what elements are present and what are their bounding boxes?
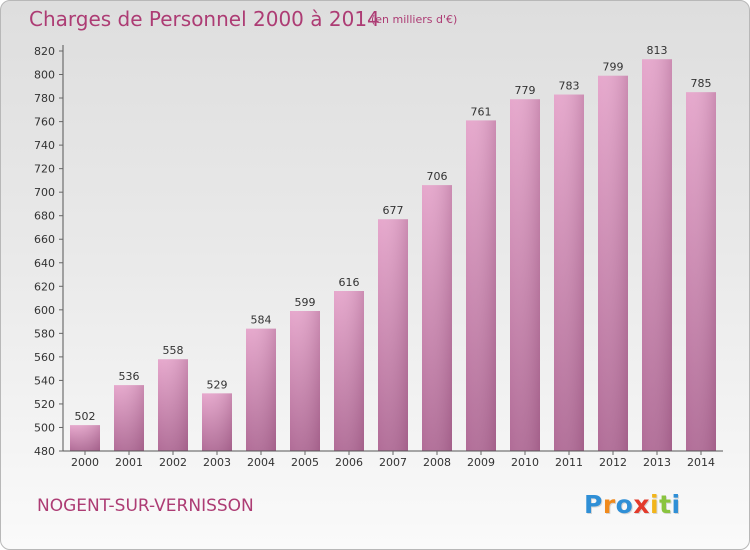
bar-value-label: 783 bbox=[559, 80, 580, 93]
bar-shade bbox=[378, 219, 408, 451]
x-tick-label: 2004 bbox=[247, 456, 275, 469]
x-tick-label: 2011 bbox=[555, 456, 583, 469]
bar-shade bbox=[290, 311, 320, 451]
y-tick-label: 820 bbox=[34, 45, 55, 58]
bar-shade bbox=[202, 393, 232, 451]
y-tick-label: 700 bbox=[34, 186, 55, 199]
commune-name: NOGENT-SUR-VERNISSON bbox=[37, 496, 254, 516]
logo-letter: t bbox=[659, 490, 672, 519]
bar-series: 502 536 558 529 584 599 616 677 706 761 779 783 799 8… bbox=[70, 44, 716, 452]
bar-shade bbox=[246, 328, 276, 451]
chart-title: Charges de Personnel 2000 à 2014 bbox=[29, 7, 380, 31]
y-tick-label: 740 bbox=[34, 139, 55, 152]
logo-letter: x bbox=[633, 490, 650, 519]
bar-value-label: 529 bbox=[207, 378, 228, 391]
logo-letter: i bbox=[671, 490, 681, 519]
y-tick-label: 780 bbox=[34, 92, 55, 105]
x-tick-label: 2012 bbox=[599, 456, 627, 469]
y-tick-label: 680 bbox=[34, 210, 55, 223]
bar-value-label: 813 bbox=[647, 44, 668, 57]
logo-letter: i bbox=[650, 490, 660, 519]
bar-shade bbox=[334, 291, 364, 451]
bar-shade bbox=[158, 359, 188, 451]
bar-shade bbox=[554, 94, 584, 451]
bar-value-label: 779 bbox=[515, 84, 536, 97]
x-tick-label: 2006 bbox=[335, 456, 363, 469]
x-tick-label: 2003 bbox=[203, 456, 231, 469]
y-tick-label: 600 bbox=[34, 304, 55, 317]
bar-value-label: 584 bbox=[251, 314, 272, 327]
bar-shade bbox=[70, 425, 100, 451]
bar-value-label: 799 bbox=[603, 61, 624, 74]
bar-value-label: 558 bbox=[163, 344, 184, 357]
y-tick-label: 560 bbox=[34, 351, 55, 364]
y-tick-label: 500 bbox=[34, 421, 55, 434]
x-tick-label: 2010 bbox=[511, 456, 539, 469]
x-tick-label: 2001 bbox=[115, 456, 143, 469]
y-tick-label: 720 bbox=[34, 163, 55, 176]
y-tick-label: 620 bbox=[34, 280, 55, 293]
bar-shade bbox=[598, 75, 628, 452]
x-tick-label: 2014 bbox=[687, 456, 715, 469]
y-tick-label: 580 bbox=[34, 327, 55, 340]
bar-shade bbox=[642, 59, 672, 452]
x-tick-label: 2002 bbox=[159, 456, 187, 469]
chart-subtitle: (en milliers d'€) bbox=[371, 13, 458, 26]
bar-shade bbox=[422, 185, 452, 451]
proxiti-logo[interactable]: Proxiti bbox=[584, 490, 681, 519]
bar-shade bbox=[114, 385, 144, 451]
logo-letter: r bbox=[602, 490, 616, 519]
y-tick-label: 540 bbox=[34, 374, 55, 387]
x-tick-label: 2013 bbox=[643, 456, 671, 469]
bar-shade bbox=[466, 120, 496, 451]
bar-value-label: 706 bbox=[427, 170, 448, 183]
y-tick-label: 760 bbox=[34, 116, 55, 129]
y-tick-label: 660 bbox=[34, 233, 55, 246]
bar-value-label: 599 bbox=[295, 296, 316, 309]
bar-value-label: 502 bbox=[75, 410, 96, 423]
y-axis: 480 500 520 540 560 580 600 620 640 660 680 700 720 7… bbox=[34, 45, 64, 458]
y-tick-label: 800 bbox=[34, 69, 55, 82]
x-tick-label: 2000 bbox=[71, 456, 99, 469]
x-tick-label: 2005 bbox=[291, 456, 319, 469]
bar-shade bbox=[510, 99, 540, 451]
bar-value-label: 785 bbox=[691, 77, 712, 90]
bar-value-label: 616 bbox=[339, 276, 360, 289]
y-tick-label: 640 bbox=[34, 257, 55, 270]
x-tick-label: 2009 bbox=[467, 456, 495, 469]
y-tick-label: 480 bbox=[34, 445, 55, 458]
logo-letter: P bbox=[584, 490, 603, 519]
bar-shade bbox=[686, 92, 716, 452]
x-axis: 2000 2001 2002 2003 2004 2005 2006 2007 2008 2009… bbox=[63, 450, 723, 469]
x-tick-label: 2007 bbox=[379, 456, 407, 469]
y-tick-label: 520 bbox=[34, 398, 55, 411]
logo-letter: o bbox=[615, 490, 634, 519]
x-tick-label: 2008 bbox=[423, 456, 451, 469]
bar-value-label: 677 bbox=[383, 204, 404, 217]
bar-value-label: 536 bbox=[119, 370, 140, 383]
bar-value-label: 761 bbox=[471, 105, 492, 118]
